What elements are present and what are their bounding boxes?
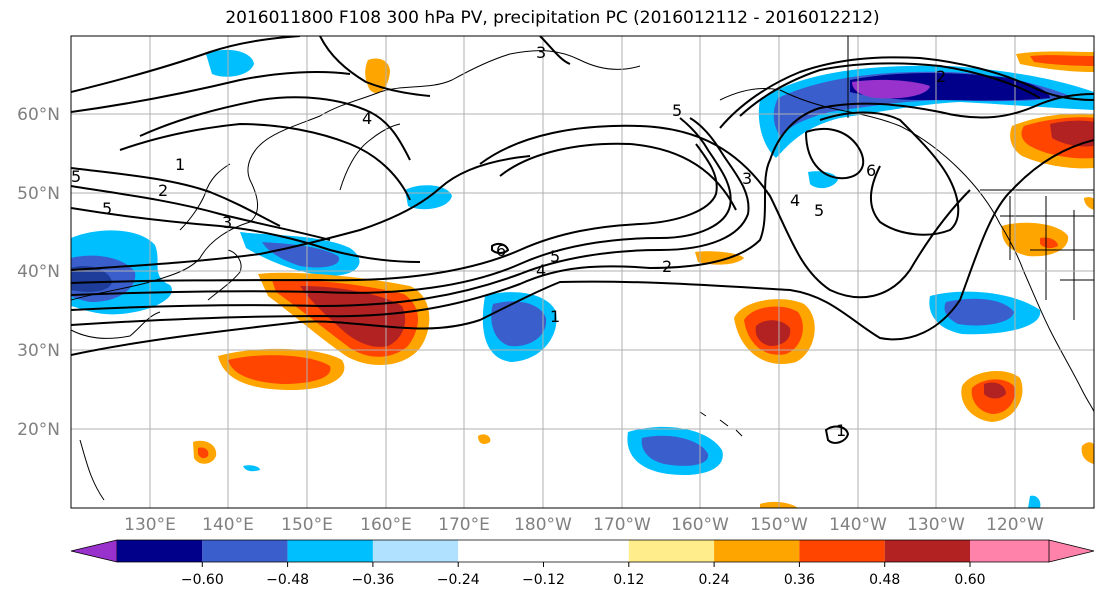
- lon-label: 140°E: [202, 515, 254, 535]
- contour-label: 4: [362, 109, 372, 128]
- lon-label: 140°W: [829, 515, 887, 535]
- contour-label: 1: [175, 155, 185, 174]
- colorbar-segment: [884, 540, 970, 562]
- contour-label: 6: [866, 161, 876, 180]
- colorbar-segment: [117, 540, 203, 562]
- lon-label: 180°W: [514, 515, 572, 535]
- lon-label: 170°E: [438, 515, 490, 535]
- contour-label: 5: [102, 199, 112, 218]
- contour-label: 2: [662, 257, 672, 276]
- colorbar-tick-label: 0.12: [613, 572, 644, 588]
- contour-label: 3: [742, 169, 752, 188]
- colorbar-tick-label: −0.48: [266, 572, 309, 588]
- lon-label: 120°W: [986, 515, 1044, 535]
- colorbar-tick-label: 0.36: [784, 572, 815, 588]
- map-title: 2016011800 F108 300 hPa PV, precipitatio…: [225, 8, 880, 28]
- lat-label: 30°N: [17, 341, 60, 361]
- colorbar-segment: [372, 540, 459, 562]
- colorbar-segment: [202, 540, 288, 562]
- contour-label: 4: [790, 191, 800, 210]
- lat-label: 50°N: [17, 184, 60, 204]
- precip-shading-positive: [193, 51, 1094, 508]
- colorbar-ticks: [201, 562, 971, 567]
- contour-label: 2: [936, 67, 946, 86]
- contour-label: 3: [536, 43, 546, 62]
- lon-label: 150°W: [750, 515, 808, 535]
- colorbar-max-extend: [1048, 539, 1095, 563]
- colorbar-tick-label: 0.24: [699, 572, 730, 588]
- contour-label: 2: [158, 181, 168, 200]
- colorbar-tick-label: −0.36: [351, 572, 394, 588]
- colorbar-segment: [714, 540, 800, 562]
- pv-contour-labels: 1 2 3 5 4 3 2 1 4 5 6 3 4 5 6 2 5 1 5: [71, 43, 946, 440]
- lon-label: 150°E: [281, 515, 333, 535]
- lon-label: 130°W: [907, 515, 965, 535]
- contour-label: 6: [496, 241, 506, 260]
- colorbar-tick-label: 0.60: [954, 572, 985, 588]
- lon-label: 160°W: [671, 515, 729, 535]
- colorbar-segment: [458, 540, 544, 562]
- longitude-labels: 130°E 140°E 150°E 160°E 170°E 180°W 170°…: [124, 515, 1044, 535]
- contour-label: 5: [550, 247, 560, 266]
- lon-label: 160°E: [360, 515, 412, 535]
- latitude-labels: 60°N 50°N 40°N 30°N 20°N: [17, 105, 60, 440]
- graticule: [71, 36, 1094, 508]
- lon-label: 170°W: [593, 515, 651, 535]
- contour-label: 1: [836, 421, 846, 440]
- contour-label: 5: [672, 101, 682, 120]
- colorbar-tick-label: −0.24: [437, 572, 480, 588]
- contour-label: 4: [536, 261, 546, 280]
- contour-label: 1: [550, 307, 560, 326]
- map-plot-area: 1 2 3 5 4 3 2 1 4 5 6 3 4 5 6 2 5 1 5: [71, 36, 1094, 508]
- colorbar-segment: [799, 540, 885, 562]
- colorbar-tick-labels: −0.60 −0.48 −0.36 −0.24 −0.12 0.12 0.24 …: [181, 572, 986, 588]
- lat-label: 40°N: [17, 262, 60, 282]
- lon-label: 130°E: [124, 515, 176, 535]
- colorbar-segment: [970, 540, 1049, 562]
- colorbar-segment: [287, 540, 373, 562]
- contour-label: 5: [814, 201, 824, 220]
- lat-label: 60°N: [17, 105, 60, 125]
- precip-shading-negative: [71, 49, 1094, 508]
- colorbar-min-extend: [70, 539, 118, 563]
- colorbar-segment: [543, 540, 629, 562]
- contour-label: 3: [222, 213, 232, 232]
- pv-contours: [71, 36, 1094, 444]
- colorbar-tick-label: −0.60: [181, 572, 224, 588]
- colorbar-tick-label: 0.48: [869, 572, 900, 588]
- map-frame: [70, 35, 1095, 509]
- colorbar-tick-label: −0.12: [522, 572, 565, 588]
- colorbar-segment: [628, 540, 715, 562]
- contour-label: 5: [71, 167, 81, 186]
- colorbar: −0.60 −0.48 −0.36 −0.24 −0.12 0.12 0.24 …: [70, 539, 1095, 588]
- lat-label: 20°N: [17, 420, 60, 440]
